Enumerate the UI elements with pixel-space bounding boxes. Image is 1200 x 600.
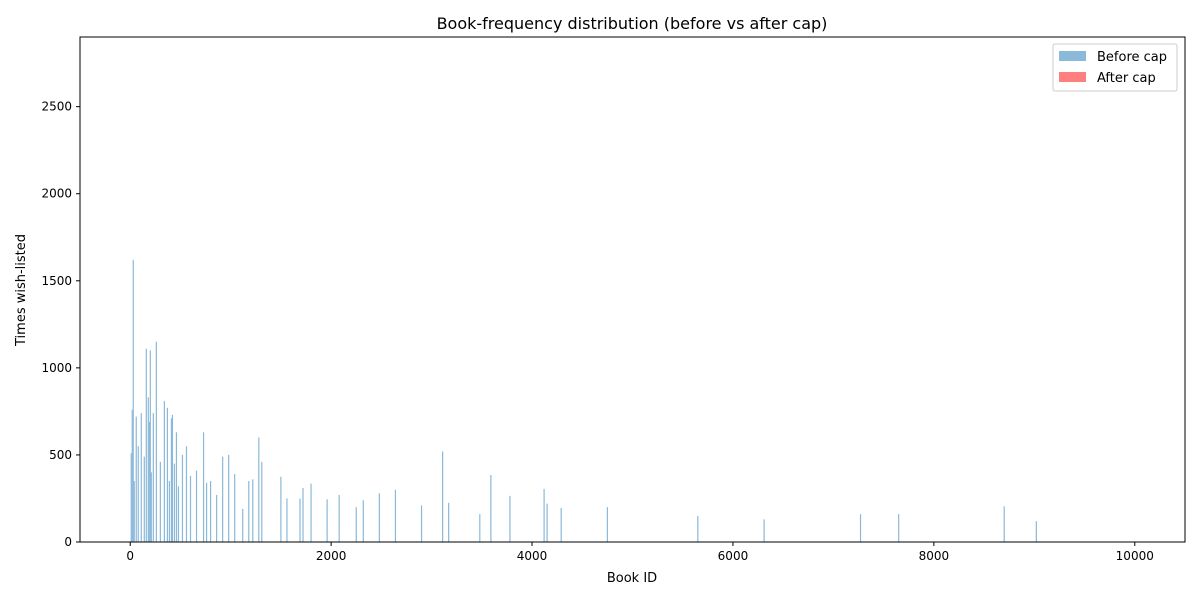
bar-before-cap: [149, 350, 151, 542]
bar-before-cap: [543, 488, 545, 542]
x-axis-ticks: 0 2000 4000 6000 8000 10000: [126, 542, 1154, 563]
bar-before-cap: [299, 498, 301, 542]
bar-before-cap: [152, 413, 154, 542]
y-tick-label: 1500: [41, 274, 72, 288]
y-axis-label: Times wish-listed: [14, 234, 29, 347]
bar-before-cap: [338, 494, 340, 542]
bar-before-cap: [150, 472, 152, 542]
bar-before-cap: [216, 494, 218, 542]
bar-before-cap: [181, 454, 184, 542]
x-tick-label: 2000: [316, 549, 347, 563]
axes-frame: [79, 36, 1186, 543]
bar-before-cap: [242, 508, 244, 542]
before-cap-bars: [130, 259, 1037, 542]
bar-before-cap: [171, 414, 174, 542]
chart-title: Book-frequency distribution (before vs a…: [437, 14, 828, 33]
y-tick-label: 2500: [41, 100, 72, 114]
bar-before-cap: [898, 514, 900, 542]
bar-before-cap: [420, 505, 423, 542]
bar-before-cap: [163, 400, 165, 542]
bar-before-cap: [326, 499, 328, 542]
bar-before-cap: [177, 486, 180, 542]
bar-before-cap: [185, 446, 188, 542]
y-tick-label: 2000: [41, 187, 72, 201]
bar-before-cap: [148, 421, 150, 542]
bar-before-cap: [378, 493, 380, 542]
bar-before-cap: [763, 519, 765, 542]
bar-before-cap: [302, 488, 304, 542]
y-axis-ticks: 0 500 1000 1500 2000 2500: [41, 100, 80, 549]
bar-before-cap: [143, 456, 145, 542]
bar-before-cap: [130, 453, 132, 542]
bar-before-cap: [133, 481, 135, 542]
legend-label-before-cap: Before cap: [1097, 50, 1167, 65]
x-tick-label: 4000: [517, 549, 548, 563]
y-tick-label: 500: [49, 448, 72, 462]
bar-before-cap: [155, 341, 157, 542]
bar-before-cap: [442, 451, 444, 542]
x-tick-label: 6000: [718, 549, 749, 563]
bar-before-cap: [205, 482, 208, 542]
bar-before-cap: [252, 479, 254, 542]
bar-before-cap: [234, 474, 236, 542]
x-tick-label: 0: [126, 549, 134, 563]
bar-before-cap: [362, 500, 364, 542]
bar-before-cap: [1003, 506, 1005, 542]
y-tick-label: 0: [64, 535, 72, 549]
bar-before-cap: [310, 483, 312, 542]
bar-before-cap: [209, 481, 212, 542]
bar-before-cap: [159, 461, 161, 542]
bar-before-cap: [228, 454, 230, 542]
bar-before-cap: [222, 456, 224, 542]
bar-before-cap: [147, 397, 149, 542]
bar-before-cap: [286, 498, 288, 542]
legend: Before cap After cap: [1052, 43, 1178, 92]
bar-before-cap: [448, 502, 450, 542]
legend-label-after-cap: After cap: [1097, 71, 1156, 86]
bar-before-cap: [248, 481, 250, 542]
bar-before-cap: [258, 437, 260, 542]
bar-before-cap: [145, 348, 147, 542]
bar-before-cap: [280, 476, 282, 542]
plot-area: [130, 259, 1037, 542]
bar-before-cap: [394, 489, 397, 542]
x-tick-label: 8000: [919, 549, 950, 563]
bar-before-cap: [606, 507, 608, 542]
bar-before-cap: [509, 495, 511, 542]
bar-before-cap: [560, 508, 562, 542]
bar-before-cap: [479, 514, 481, 542]
bar-before-cap: [189, 475, 192, 542]
x-axis-label: Book ID: [607, 571, 657, 586]
bar-before-cap: [170, 418, 173, 542]
x-tick-label: 10000: [1116, 549, 1154, 563]
bar-before-cap: [166, 407, 168, 542]
bar-before-cap: [135, 416, 137, 542]
bar-before-cap: [859, 514, 862, 542]
bar-before-cap: [1035, 521, 1037, 542]
legend-swatch-before-cap: [1059, 51, 1086, 61]
bar-before-cap: [546, 503, 548, 542]
bar-before-cap: [140, 413, 142, 542]
bar-before-cap: [355, 507, 357, 542]
bar-before-cap: [490, 474, 492, 542]
bar-before-cap: [131, 409, 133, 542]
bar-before-cap: [261, 461, 263, 542]
bar-before-cap: [697, 515, 699, 542]
bar-before-cap: [175, 432, 178, 542]
bar-before-cap: [202, 432, 205, 542]
y-tick-label: 1000: [41, 361, 72, 375]
legend-swatch-after-cap: [1059, 72, 1086, 82]
bar-before-cap: [137, 446, 139, 542]
bar-before-cap: [195, 470, 198, 542]
bar-before-cap: [168, 481, 170, 542]
bar-before-cap: [132, 259, 134, 542]
bar-before-cap: [173, 463, 176, 542]
